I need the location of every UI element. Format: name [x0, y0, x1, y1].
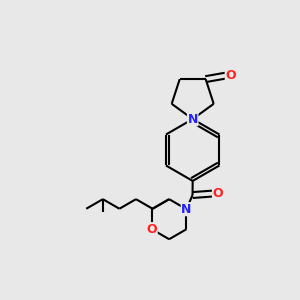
Text: N: N [181, 203, 192, 216]
Text: O: O [212, 187, 223, 200]
Text: O: O [225, 69, 236, 82]
Text: N: N [188, 112, 198, 126]
Text: O: O [146, 223, 157, 236]
